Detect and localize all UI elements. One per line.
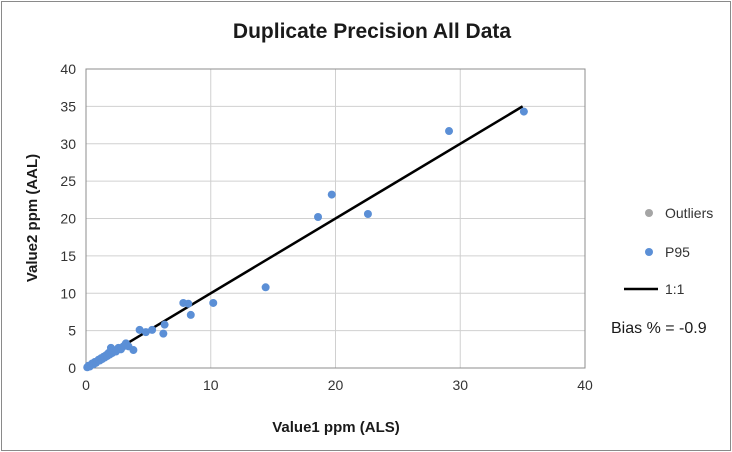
data-point [186, 310, 195, 319]
y-tick-label: 5 [68, 323, 76, 339]
legend: Outliers P95 1:1 [624, 205, 713, 297]
plot-area-border [85, 68, 586, 369]
bias-annotation: Bias % = -0.9 [611, 320, 707, 337]
legend-marker [645, 248, 653, 256]
y-axis-ticks: 0 5 10 15 20 25 30 35 40 [60, 61, 76, 376]
y-tick-label: 15 [60, 248, 76, 264]
y-tick-label: 0 [68, 360, 76, 376]
y-axis-label: Value2 ppm (AAL) [24, 154, 41, 282]
y-tick-label: 35 [60, 98, 76, 114]
data-series [83, 105, 528, 372]
data-point [327, 190, 336, 199]
data-point [129, 346, 138, 355]
data-point [363, 210, 372, 219]
data-point [519, 107, 528, 116]
x-tick-label: 10 [203, 377, 219, 393]
data-point [445, 127, 454, 136]
x-tick-label: 40 [577, 377, 593, 393]
data-point [159, 329, 168, 338]
x-axis-label: Value1 ppm (ALS) [272, 419, 400, 436]
y-tick-label: 30 [60, 136, 76, 152]
x-axis-ticks: 0 10 20 30 40 [82, 377, 593, 393]
data-point [148, 325, 157, 334]
data-point [160, 320, 169, 329]
one-to-one-line [85, 105, 524, 370]
x-tick-label: 20 [328, 377, 344, 393]
legend-label: Outliers [665, 205, 713, 221]
y-tick-label: 40 [60, 61, 76, 77]
legend-label: 1:1 [665, 281, 685, 297]
data-point [135, 325, 144, 334]
y-tick-label: 20 [60, 211, 76, 227]
x-tick-label: 30 [452, 377, 468, 393]
data-point [314, 213, 323, 222]
legend-marker [645, 209, 653, 217]
y-tick-label: 10 [60, 285, 76, 301]
legend-label: P95 [665, 244, 690, 260]
chart-title: Duplicate Precision All Data [233, 20, 511, 43]
data-point [209, 298, 218, 307]
y-tick-label: 25 [60, 173, 76, 189]
x-tick-label: 0 [82, 377, 90, 393]
data-point [141, 328, 150, 337]
data-point [184, 299, 193, 308]
data-point [261, 283, 270, 292]
